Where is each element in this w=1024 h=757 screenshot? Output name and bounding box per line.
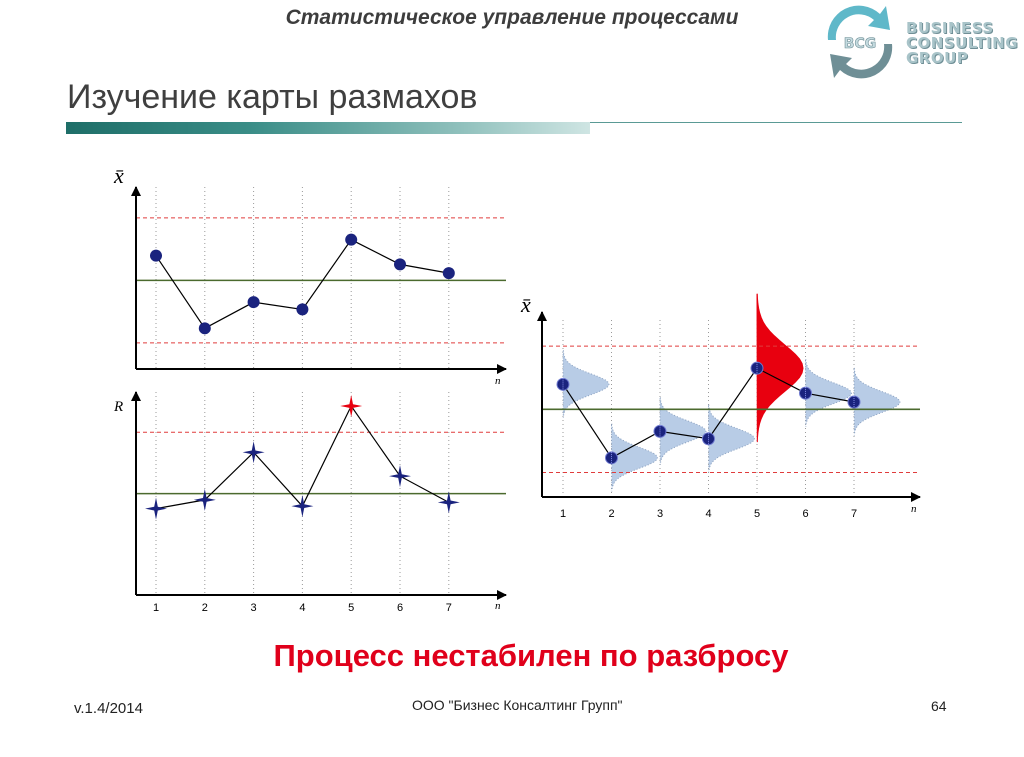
dist-y-axis-label: x̄ <box>520 292 531 317</box>
chart-dist-x-tick-1: 1 <box>560 508 566 520</box>
chart-xbar-point-6 <box>394 258 406 271</box>
logo-arrow-top-icon <box>827 5 890 40</box>
distribution-6 <box>804 358 853 427</box>
logo-line-1: BUSINESS <box>906 19 994 37</box>
chart-dist-x-tick-2: 2 <box>608 508 614 520</box>
distribution-1 <box>562 350 610 418</box>
slide-title: Изучение карты размахов <box>67 78 478 116</box>
chart-xbar-point-7 <box>442 267 455 280</box>
footer-page-number: 64 <box>931 698 947 714</box>
xbar-y-axis-label: x̄ <box>113 163 124 188</box>
chart-xbar-point-1 <box>150 249 162 262</box>
conclusion-text: Процесс нестабилен по разбросу <box>273 638 789 673</box>
chart-dist-x-tick-4: 4 <box>705 508 711 520</box>
dist-y-axis-arrow-icon <box>537 311 547 321</box>
dist-x-axis-label: n <box>911 503 917 515</box>
chart-range-x-tick-7: 7 <box>446 602 452 614</box>
range-point-1 <box>145 497 167 520</box>
distribution-4 <box>707 404 756 473</box>
footer-version: v.1.4/2014 <box>74 700 143 717</box>
xbar-x-axis-arrow-icon <box>497 364 507 374</box>
range-x-axis-arrow-icon <box>497 590 507 600</box>
chart-range-x-tick-1: 1 <box>153 602 159 614</box>
range-y-axis-label: R <box>113 399 123 415</box>
chart-dist-x-tick-3: 3 <box>657 508 663 520</box>
header-subtitle: Статистическое управление процессами <box>285 6 739 29</box>
chart-xbar-point-5 <box>345 233 358 246</box>
title-accent-bar <box>66 122 590 134</box>
logo-line-3: GROUP <box>906 49 969 67</box>
range-point-3 <box>242 441 265 464</box>
chart-dist-x-tick-6: 6 <box>802 508 808 520</box>
range-point-7 <box>437 491 460 514</box>
chart-dist-x-tick-7: 7 <box>851 508 857 520</box>
range-x-axis-label: n <box>495 600 501 612</box>
range-point-6 <box>389 465 411 488</box>
chart-range-x-tick-6: 6 <box>397 602 403 614</box>
logo-line-2: CONSULTING <box>906 34 1019 52</box>
logo-arrow-bottom-icon <box>830 44 893 79</box>
xbar-x-axis-label: n <box>495 375 501 387</box>
chart-range-x-tick-2: 2 <box>202 602 208 614</box>
distribution-7 <box>853 367 901 436</box>
chart-xbar-point-4 <box>296 303 309 316</box>
footer-company: ООО "Бизнес Консалтинг Групп" <box>412 697 623 713</box>
range-point-2 <box>193 488 216 511</box>
xbar-y-axis-arrow-icon <box>131 186 141 196</box>
distribution-5 <box>756 293 804 443</box>
title-divider <box>590 122 962 123</box>
distribution-2 <box>610 423 659 492</box>
range-y-axis-arrow-icon <box>131 391 141 401</box>
chart-range-x-tick-5: 5 <box>348 602 354 614</box>
chart-range-x-tick-4: 4 <box>299 602 305 614</box>
range-point-4 <box>291 495 314 518</box>
company-logo: BCG BUSINESS CONSULTING GROUP <box>818 0 1024 86</box>
chart-range-x-tick-3: 3 <box>251 602 257 614</box>
chart-xbar-point-3 <box>247 296 260 309</box>
logo-emblem: BCG <box>827 5 893 79</box>
distribution-3 <box>659 397 707 466</box>
dist-x-axis-arrow-icon <box>911 492 921 502</box>
logo-emblem-text: BCG <box>844 36 876 52</box>
range-point-5-out-of-control <box>340 395 363 417</box>
chart-xbar-point-2 <box>198 322 211 335</box>
chart-dist-x-tick-5: 5 <box>754 508 760 520</box>
